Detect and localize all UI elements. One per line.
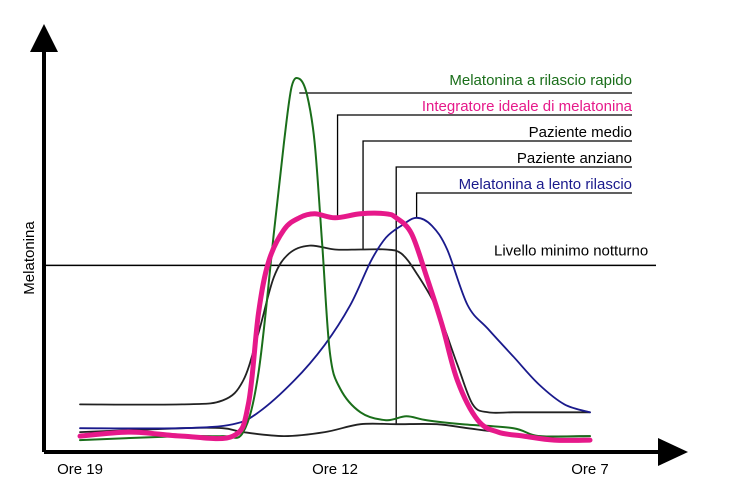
y-axis-arrow xyxy=(30,24,58,52)
series-line-average xyxy=(79,244,591,414)
series-lines xyxy=(77,76,593,443)
x-tick-labels: Ore 19 Ore 12 Ore 7 xyxy=(57,461,609,478)
x-axis-arrow xyxy=(658,438,688,466)
x-tick-label: Ore 12 xyxy=(312,461,358,478)
x-tick-label: Ore 7 xyxy=(571,461,609,478)
series-line-rapid xyxy=(79,76,591,442)
series-labels: Melatonina a rilascio rapido Integratore … xyxy=(422,72,633,193)
leader-line-ideal xyxy=(336,114,632,218)
series-label-elderly: Paziente anziano xyxy=(517,150,632,167)
leader-line-slow xyxy=(415,192,632,218)
series-label-rapid: Melatonina a rilascio rapido xyxy=(449,72,632,89)
series-label-average: Paziente medio xyxy=(529,124,632,141)
reference-line-label: Livello minimo notturno xyxy=(494,242,648,259)
leader-line-elderly xyxy=(395,166,632,425)
legend-leaders xyxy=(299,92,632,425)
reference-line-group: Livello minimo notturno xyxy=(44,242,656,267)
series-label-ideal: Integratore ideale di melatonina xyxy=(422,98,633,115)
series-line-ideal xyxy=(77,210,593,443)
y-axis-label: Melatonina xyxy=(21,221,38,295)
axes xyxy=(30,24,688,466)
series-line-slow xyxy=(79,216,591,430)
series-label-slow: Melatonina a lento rilascio xyxy=(459,176,632,193)
x-tick-label: Ore 19 xyxy=(57,461,103,478)
